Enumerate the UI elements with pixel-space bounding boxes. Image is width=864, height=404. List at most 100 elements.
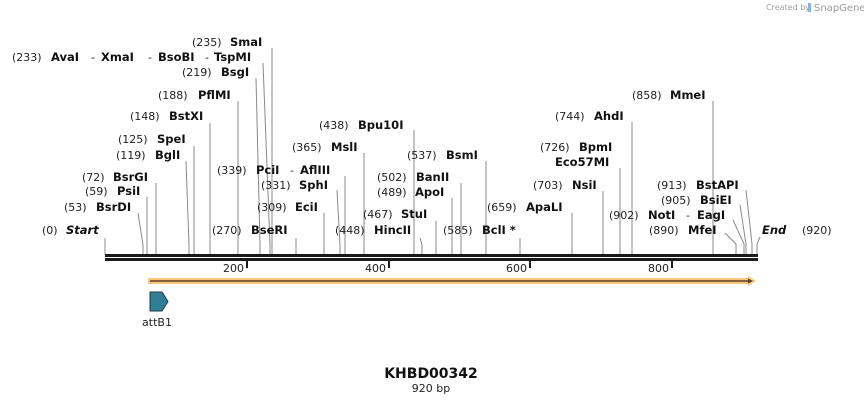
enzyme-name[interactable]: BglI [155, 148, 180, 162]
enzyme-site[interactable]: (890) MfeI [649, 223, 717, 237]
enzyme-name[interactable]: BsrGI [113, 170, 148, 184]
enzyme-site[interactable]: (72) BsrGI [82, 170, 148, 184]
cut-line-sphi [336, 189, 341, 255]
ruler-tick-label: 600 [506, 262, 527, 275]
ruler-tick [529, 260, 531, 268]
enzyme-name[interactable]: MmeI [670, 88, 706, 102]
ruler-tick [671, 260, 673, 268]
enzyme-site[interactable]: (235) SmaI [192, 35, 262, 49]
enzyme-site[interactable]: (219) BsgI [182, 65, 249, 79]
site-position: (726) [540, 141, 570, 154]
enzyme-site[interactable]: (365) MslI [292, 140, 358, 154]
enzyme-name[interactable]: AhdI [594, 109, 624, 123]
enzyme-site[interactable]: (537) BsmI [407, 148, 478, 162]
enzyme-labels: (235) SmaI (233) AvaI - XmaI - BsoBI - Ts… [12, 35, 832, 237]
enzyme-name[interactable]: BclI * [482, 223, 516, 237]
enzyme-site[interactable]: (858) MmeI [632, 88, 706, 102]
enzyme-name[interactable]: Eco57MI [555, 155, 609, 169]
enzyme-site[interactable]: (331) SphI [261, 178, 328, 192]
enzyme-site[interactable]: (53) BsrDI [64, 200, 131, 214]
enzyme-site[interactable]: (339) PciI - AflIII [217, 163, 330, 177]
site-position: (703) [533, 179, 563, 192]
enzyme-name[interactable]: EciI [295, 200, 318, 214]
enzyme-name[interactable]: BsiEI [700, 193, 732, 207]
site-position: (913) [657, 179, 687, 192]
enzyme-name[interactable]: StuI [401, 207, 427, 221]
enzyme-site[interactable]: (489) ApoI [377, 185, 444, 199]
site-position: (270) [212, 224, 242, 237]
enzyme-site[interactable]: (703) NsiI [533, 178, 597, 192]
orf-arrow[interactable] [148, 276, 756, 286]
site-position: (59) [85, 185, 108, 198]
separator: - [148, 51, 152, 64]
enzyme-name[interactable]: XmaI [101, 50, 134, 64]
site-position: (858) [632, 89, 662, 102]
enzyme-name[interactable]: BpmI [579, 140, 612, 154]
enzyme-name[interactable]: PsiI [117, 184, 140, 198]
enzyme-site[interactable]: (585) BclI * [443, 223, 516, 237]
site-position: (744) [555, 110, 585, 123]
enzyme-site[interactable]: (744) AhdI [555, 109, 624, 123]
site-position: (233) [12, 51, 42, 64]
enzyme-name[interactable]: BsgI [221, 65, 249, 79]
site-position: (219) [182, 66, 212, 79]
enzyme-name[interactable]: TspMI [214, 50, 251, 64]
enzyme-name[interactable]: BseRI [251, 223, 288, 237]
feature-label: attB1 [142, 316, 172, 329]
enzyme-site[interactable]: (902) NotI - EagI [609, 208, 725, 222]
enzyme-site[interactable]: (188) PflMI [158, 88, 231, 102]
enzyme-name[interactable]: AvaI [51, 50, 79, 64]
enzyme-name[interactable]: HincII [374, 223, 411, 237]
enzyme-site[interactable]: (726) BpmI Eco57MI [540, 140, 612, 169]
enzyme-name[interactable]: BanII [416, 170, 449, 184]
enzyme-site[interactable]: (438) Bpu10I [319, 118, 403, 132]
enzyme-site[interactable]: (119) BglI [116, 148, 180, 162]
cut-line-end [756, 236, 761, 255]
sequence-length: 920 bp [412, 382, 450, 395]
ruler-tick [246, 260, 248, 268]
cut-line-hincii [419, 237, 423, 255]
enzyme-name[interactable]: NsiI [572, 178, 597, 192]
enzyme-name[interactable]: ApoI [415, 185, 444, 199]
enzyme-name[interactable]: ApaLI [526, 200, 563, 214]
orf-arrowhead [748, 278, 753, 284]
site-position: (188) [158, 89, 188, 102]
site-position: (448) [335, 224, 365, 237]
enzyme-name[interactable]: MfeI [688, 223, 717, 237]
enzyme-name[interactable]: BsoBI [158, 50, 195, 64]
enzyme-name[interactable]: MslI [331, 140, 358, 154]
enzyme-site[interactable]: (233) AvaI - XmaI - BsoBI - TspMI [12, 50, 251, 64]
enzyme-site[interactable]: (905) BsiEI [661, 193, 732, 207]
enzyme-name[interactable]: SpeI [157, 132, 186, 146]
enzyme-site[interactable]: (309) EciI [257, 200, 318, 214]
enzyme-site[interactable]: (659) ApaLI [487, 200, 563, 214]
sequence-backbone[interactable] [105, 254, 758, 261]
feature-arrow-icon[interactable] [149, 291, 169, 312]
enzyme-name[interactable]: Bpu10I [358, 118, 403, 132]
enzyme-site[interactable]: (270) BseRI [212, 223, 288, 237]
site-position: (905) [661, 194, 691, 207]
enzyme-site[interactable]: (59) PsiI [85, 184, 140, 198]
enzyme-name[interactable]: EagI [697, 208, 725, 222]
enzyme-name[interactable]: SphI [299, 178, 328, 192]
enzyme-site[interactable]: (467) StuI [363, 207, 427, 221]
enzyme-name[interactable]: NotI [648, 208, 675, 222]
enzyme-name[interactable]: BsmI [446, 148, 478, 162]
site-position: (890) [649, 224, 679, 237]
enzyme-site[interactable]: (502) BanII [377, 170, 449, 184]
enzyme-name[interactable]: BstAPI [696, 178, 739, 192]
cut-line-bstapi [745, 189, 753, 255]
enzyme-name[interactable]: BsrDI [96, 200, 131, 214]
enzyme-name[interactable]: BstXI [169, 109, 203, 123]
ruler-tick-label: 200 [223, 262, 244, 275]
enzyme-name[interactable]: AflIII [300, 163, 330, 177]
feature-attb1[interactable]: attB1 [142, 291, 172, 329]
enzyme-name[interactable]: SmaI [230, 35, 262, 49]
enzyme-site[interactable]: (125) SpeI [118, 132, 186, 146]
ruler-tick-label: 400 [365, 262, 386, 275]
enzyme-name[interactable]: PciI [256, 163, 279, 177]
enzyme-site[interactable]: (448) HincII [335, 223, 411, 237]
enzyme-site[interactable]: (913) BstAPI [657, 178, 739, 192]
enzyme-name[interactable]: PflMI [198, 88, 231, 102]
enzyme-site[interactable]: (148) BstXI [130, 109, 203, 123]
